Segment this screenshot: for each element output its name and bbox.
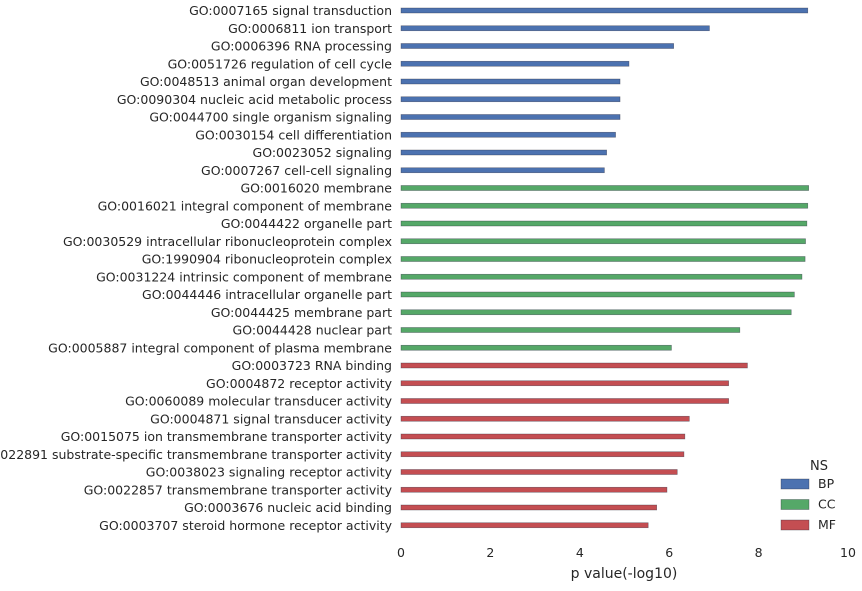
legend-label-mf: MF	[818, 517, 836, 532]
legend-label-cc: CC	[818, 497, 836, 512]
category-label: GO:0031224 intrinsic component of membra…	[96, 269, 392, 284]
bars-layer	[400, 7, 809, 529]
category-label: GO:0003676 nucleic acid binding	[184, 500, 392, 515]
x-tick-label: 2	[486, 545, 494, 560]
bar-cc	[400, 309, 792, 316]
category-label: GO:0090304 nucleic acid metabolic proces…	[117, 92, 392, 107]
bar-cc	[400, 238, 806, 245]
x-tick-label: 8	[755, 545, 763, 560]
category-label: GO:0022891 substrate-specific transmembr…	[0, 447, 393, 462]
bar-bp	[400, 96, 621, 103]
bar-cc	[400, 291, 795, 298]
bar-mf	[400, 398, 729, 404]
x-tick-label: 4	[576, 545, 584, 560]
category-label: GO:0030154 cell differentiation	[195, 127, 392, 142]
category-label: GO:0003723 RNA binding	[232, 358, 392, 373]
category-label: GO:0004872 receptor activity	[206, 376, 393, 391]
bar-cc	[400, 202, 809, 209]
bar-cc	[400, 220, 808, 227]
category-label: GO:0044446 intracellular organelle part	[142, 287, 392, 302]
category-label: GO:0005887 integral component of plasma …	[48, 340, 392, 355]
category-label: GO:0048513 animal organ development	[140, 74, 392, 89]
legend: NS BP CC MF	[780, 459, 836, 532]
bar-bp	[400, 167, 605, 174]
category-label: GO:0038023 signaling receptor activity	[146, 465, 393, 480]
x-tick-label: 6	[665, 545, 673, 560]
bar-mf	[400, 415, 690, 422]
bar-bp	[400, 60, 630, 67]
bar-cc	[400, 327, 741, 333]
bar-mf	[400, 469, 678, 475]
bar-bp	[400, 78, 621, 85]
bar-cc	[400, 256, 806, 262]
legend-swatch-mf	[780, 519, 810, 531]
category-label: GO:0016020 membrane	[240, 181, 392, 196]
category-label: GO:0007267 cell-cell signaling	[201, 163, 392, 178]
category-label: GO:0060089 molecular transducer activity	[125, 394, 393, 409]
bar-cc	[400, 273, 803, 280]
bar-mf	[400, 486, 668, 493]
bar-cc	[400, 185, 809, 191]
bar-mf	[400, 433, 686, 440]
bar-bp	[400, 114, 621, 120]
legend-swatch-bp	[780, 478, 810, 490]
category-label: GO:0023052 signaling	[253, 145, 392, 160]
category-label: GO:0044700 single organism signaling	[149, 110, 392, 125]
category-label: GO:0016021 integral component of membran…	[98, 198, 393, 213]
x-axis-label: p value(-log10)	[571, 566, 678, 582]
category-label: GO:0004871 signal transducer activity	[150, 411, 392, 426]
legend-title: NS	[810, 459, 828, 474]
bar-mf	[400, 362, 748, 369]
bar-bp	[400, 131, 616, 138]
category-label: GO:0044428 nuclear part	[233, 323, 393, 338]
category-label: GO:0030529 intracellular ribonucleoprote…	[63, 234, 392, 249]
bar-bp	[400, 149, 607, 156]
category-label: GO:0003707 steroid hormone receptor acti…	[99, 518, 392, 533]
bar-bp	[400, 25, 710, 32]
category-label: GO:0044422 organelle part	[221, 216, 392, 231]
x-tick-label: 10	[840, 545, 856, 560]
category-labels: GO:0007165 signal transduction GO:0006811…	[0, 3, 393, 533]
category-label: GO:0044425 membrane part	[211, 305, 392, 320]
category-label: GO:0051726 regulation of cell cycle	[168, 56, 393, 71]
bar-mf	[400, 380, 729, 387]
x-axis: 0 2 4 6 8 10	[397, 545, 856, 560]
legend-label-bp: BP	[818, 476, 835, 491]
category-label: GO:0006811 ion transport	[228, 21, 392, 36]
bar-cc	[400, 344, 672, 351]
bar-bp	[400, 7, 809, 14]
category-label: GO:0006396 RNA processing	[211, 39, 392, 54]
bar-mf	[400, 451, 685, 458]
category-label: GO:0007165 signal transduction	[189, 3, 392, 18]
bar-mf	[400, 522, 649, 529]
bar-mf	[400, 504, 657, 511]
category-label: GO:0015075 ion transmembrane transporter…	[61, 429, 393, 444]
legend-swatch-cc	[780, 499, 810, 510]
category-label: GO:0022857 transmembrane transporter act…	[84, 482, 393, 497]
x-tick-label: 0	[397, 545, 405, 560]
bar-bp	[400, 43, 674, 49]
category-label: GO:1990904 ribonucleoprotein complex	[142, 252, 392, 267]
